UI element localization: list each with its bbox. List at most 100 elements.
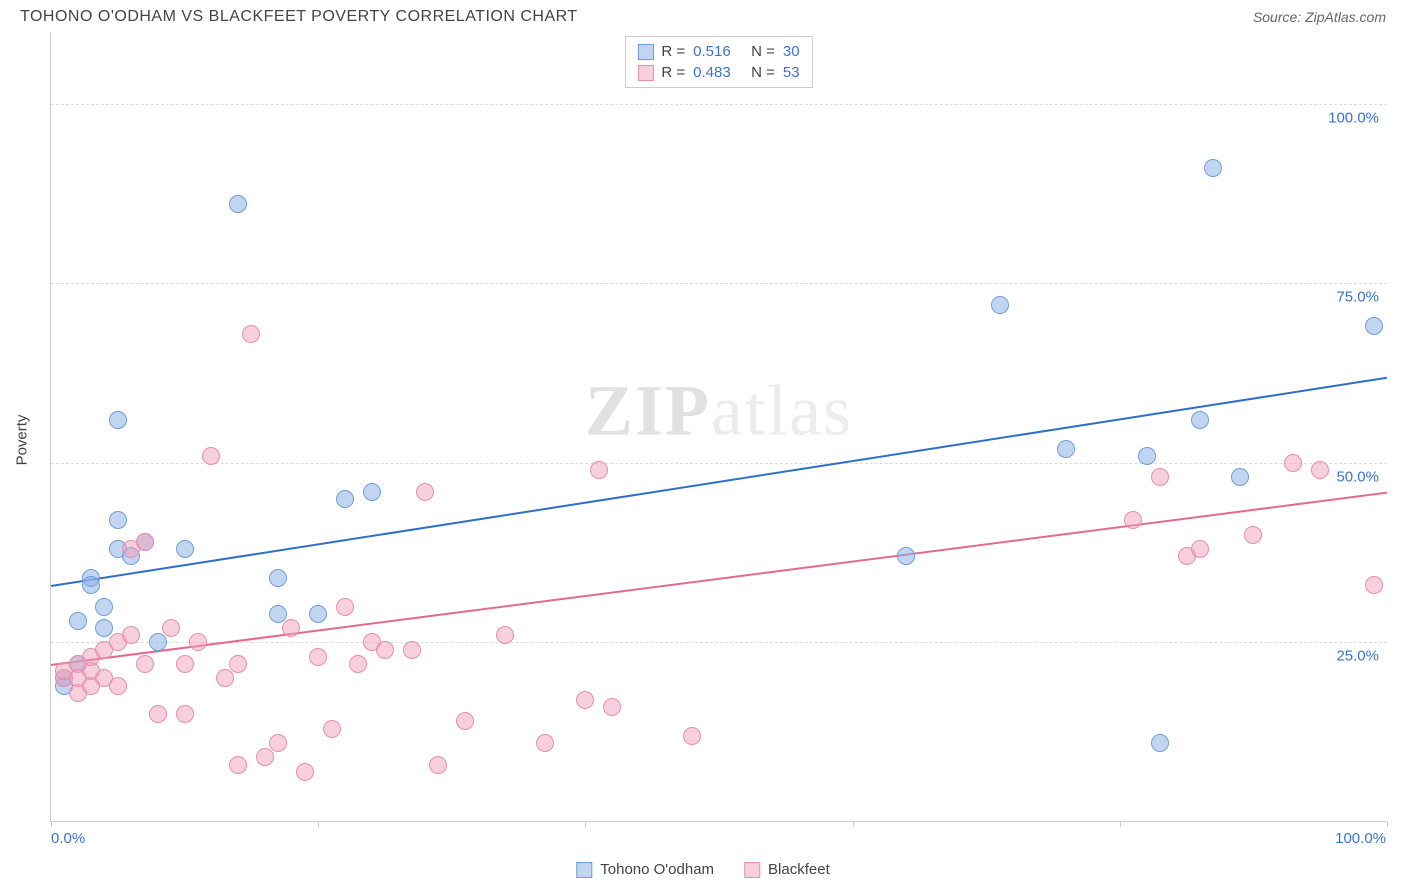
data-point bbox=[282, 619, 300, 637]
x-tick bbox=[853, 821, 854, 827]
y-tick-label: 25.0% bbox=[1336, 648, 1379, 665]
data-point bbox=[149, 633, 167, 651]
data-point bbox=[1151, 468, 1169, 486]
r-label: R = bbox=[661, 43, 685, 60]
data-point bbox=[1124, 511, 1142, 529]
data-point bbox=[242, 325, 260, 343]
plot-area: ZIPatlas 25.0% 50.0% 75.0% 100.0% bbox=[51, 32, 1387, 822]
data-point bbox=[309, 605, 327, 623]
r-value: 0.483 bbox=[693, 64, 743, 81]
x-max-label: 100.0% bbox=[1335, 830, 1386, 847]
data-point bbox=[376, 641, 394, 659]
x-tick bbox=[1120, 821, 1121, 827]
x-tick bbox=[1387, 821, 1388, 827]
watermark-suffix: atlas bbox=[711, 371, 853, 451]
r-label: R = bbox=[661, 64, 685, 81]
data-point bbox=[229, 655, 247, 673]
data-point bbox=[683, 727, 701, 745]
series-legend: Tohono O'odham Blackfeet bbox=[576, 861, 829, 878]
chart-header: TOHONO O'ODHAM VS BLACKFEET POVERTY CORR… bbox=[0, 0, 1406, 32]
x-min-label: 0.0% bbox=[51, 830, 85, 847]
data-point bbox=[1057, 440, 1075, 458]
data-point bbox=[229, 756, 247, 774]
data-point bbox=[496, 626, 514, 644]
data-point bbox=[296, 763, 314, 781]
gridline bbox=[51, 283, 1387, 284]
data-point bbox=[176, 540, 194, 558]
y-tick-label: 75.0% bbox=[1336, 289, 1379, 306]
watermark: ZIPatlas bbox=[585, 370, 853, 453]
legend-item: Blackfeet bbox=[744, 861, 830, 878]
data-point bbox=[1231, 468, 1249, 486]
trend-line bbox=[51, 492, 1387, 666]
legend-swatch bbox=[744, 862, 760, 878]
gridline bbox=[51, 642, 1387, 643]
source-label: Source: ZipAtlas.com bbox=[1253, 9, 1386, 25]
x-tick bbox=[585, 821, 586, 827]
data-point bbox=[1365, 576, 1383, 594]
data-point bbox=[256, 748, 274, 766]
data-point bbox=[429, 756, 447, 774]
n-label: N = bbox=[751, 43, 775, 60]
data-point bbox=[269, 605, 287, 623]
legend-item: Tohono O'odham bbox=[576, 861, 714, 878]
n-value: 53 bbox=[783, 64, 800, 81]
data-point bbox=[536, 734, 554, 752]
data-point bbox=[269, 734, 287, 752]
data-point bbox=[109, 511, 127, 529]
series-name: Tohono O'odham bbox=[600, 861, 714, 878]
watermark-prefix: ZIP bbox=[585, 371, 711, 451]
data-point bbox=[122, 626, 140, 644]
data-point bbox=[1138, 447, 1156, 465]
legend-swatch bbox=[637, 65, 653, 81]
legend-row: R = 0.483 N = 53 bbox=[637, 62, 799, 83]
data-point bbox=[109, 677, 127, 695]
data-point bbox=[456, 712, 474, 730]
data-point bbox=[1204, 159, 1222, 177]
data-point bbox=[95, 619, 113, 637]
chart-title: TOHONO O'ODHAM VS BLACKFEET POVERTY CORR… bbox=[20, 8, 578, 26]
data-point bbox=[69, 612, 87, 630]
x-tick bbox=[51, 821, 52, 827]
data-point bbox=[269, 569, 287, 587]
correlation-legend: R = 0.516 N = 30 R = 0.483 N = 53 bbox=[624, 36, 812, 88]
data-point bbox=[603, 698, 621, 716]
scatter-chart: ZIPatlas 25.0% 50.0% 75.0% 100.0% R = 0.516 N… bbox=[50, 32, 1386, 822]
x-tick bbox=[318, 821, 319, 827]
data-point bbox=[1284, 454, 1302, 472]
data-point bbox=[1365, 317, 1383, 335]
data-point bbox=[1151, 734, 1169, 752]
data-point bbox=[416, 483, 434, 501]
gridline bbox=[51, 463, 1387, 464]
gridline bbox=[51, 104, 1387, 105]
data-point bbox=[95, 598, 113, 616]
data-point bbox=[1311, 461, 1329, 479]
data-point bbox=[1191, 411, 1209, 429]
data-point bbox=[176, 705, 194, 723]
data-point bbox=[189, 633, 207, 651]
data-point bbox=[363, 483, 381, 501]
data-point bbox=[136, 655, 154, 673]
n-value: 30 bbox=[783, 43, 800, 60]
r-value: 0.516 bbox=[693, 43, 743, 60]
legend-row: R = 0.516 N = 30 bbox=[637, 41, 799, 62]
data-point bbox=[336, 490, 354, 508]
data-point bbox=[136, 533, 154, 551]
data-point bbox=[109, 411, 127, 429]
data-point bbox=[897, 547, 915, 565]
data-point bbox=[403, 641, 421, 659]
data-point bbox=[1244, 526, 1262, 544]
legend-swatch bbox=[576, 862, 592, 878]
y-axis-label: Poverty bbox=[14, 415, 31, 466]
data-point bbox=[323, 720, 341, 738]
data-point bbox=[590, 461, 608, 479]
data-point bbox=[202, 447, 220, 465]
n-label: N = bbox=[751, 64, 775, 81]
data-point bbox=[576, 691, 594, 709]
legend-swatch bbox=[637, 44, 653, 60]
data-point bbox=[349, 655, 367, 673]
data-point bbox=[216, 669, 234, 687]
y-tick-label: 100.0% bbox=[1328, 109, 1379, 126]
data-point bbox=[176, 655, 194, 673]
y-tick-label: 50.0% bbox=[1336, 468, 1379, 485]
